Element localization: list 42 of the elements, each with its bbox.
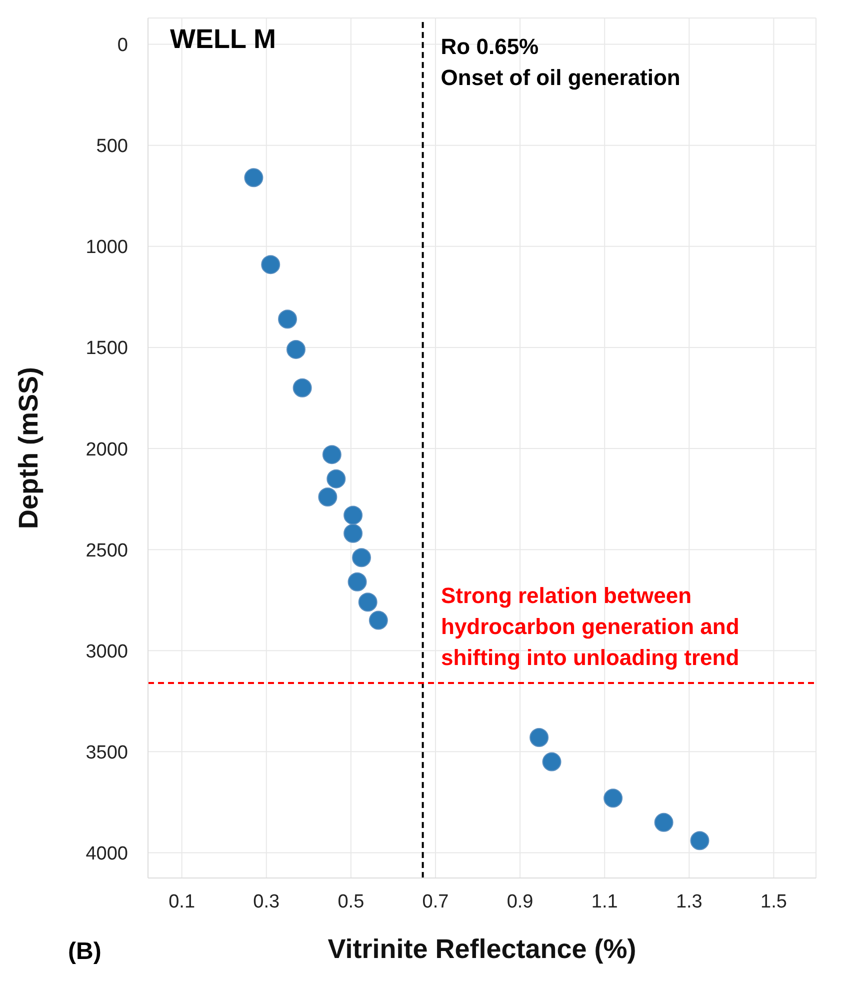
x-tick-label: 0.1: [168, 891, 196, 912]
x-tick-label: 0.3: [253, 891, 280, 912]
y-tick-label: 3000: [86, 641, 128, 662]
x-tick-label: 1.3: [676, 891, 702, 912]
point: [368, 610, 388, 630]
point: [348, 572, 367, 592]
y-tick-label: 500: [96, 136, 128, 158]
point: [344, 524, 363, 543]
point: [292, 378, 312, 398]
ref-line-label: Ro 0.65% Onset of oil generation: [440, 34, 680, 90]
y-tick-label: 2500: [86, 540, 128, 562]
point: [344, 506, 363, 525]
point: [530, 728, 549, 748]
x-axis-title: Vitrinite Reflectance (%): [328, 934, 636, 964]
point: [358, 592, 378, 612]
point: [352, 548, 372, 568]
x-tick-label: 0.5: [338, 891, 364, 912]
y-tick-label: 2000: [86, 439, 128, 460]
point: [322, 445, 342, 464]
point: [654, 812, 674, 832]
y-tick-label: 1000: [86, 237, 128, 258]
y-tick-label: 1500: [86, 338, 128, 360]
y-tick-label: 4000: [86, 843, 128, 864]
x-tick-label: 1.1: [591, 891, 618, 912]
x-tick-label: 1.5: [760, 891, 787, 912]
ref-line-label: Strong relation between hydrocarbon generation and shifting into unloading trend: [441, 582, 740, 670]
point: [286, 340, 306, 359]
y-tick-label: 3500: [86, 742, 128, 764]
point: [326, 469, 346, 488]
point: [318, 488, 338, 507]
x-tick-label: 0.7: [422, 891, 449, 912]
point: [278, 310, 298, 329]
point: [604, 788, 623, 808]
text: (B): [68, 938, 102, 966]
point: [244, 168, 264, 188]
point: [542, 752, 562, 772]
point: [261, 255, 280, 274]
y-tick-label: 0: [117, 35, 128, 56]
chart-title: WELL M: [170, 24, 276, 55]
x-tick-label: 0.9: [506, 891, 534, 912]
y-axis-title: Depth (mSS): [14, 367, 44, 529]
point: [690, 831, 710, 850]
